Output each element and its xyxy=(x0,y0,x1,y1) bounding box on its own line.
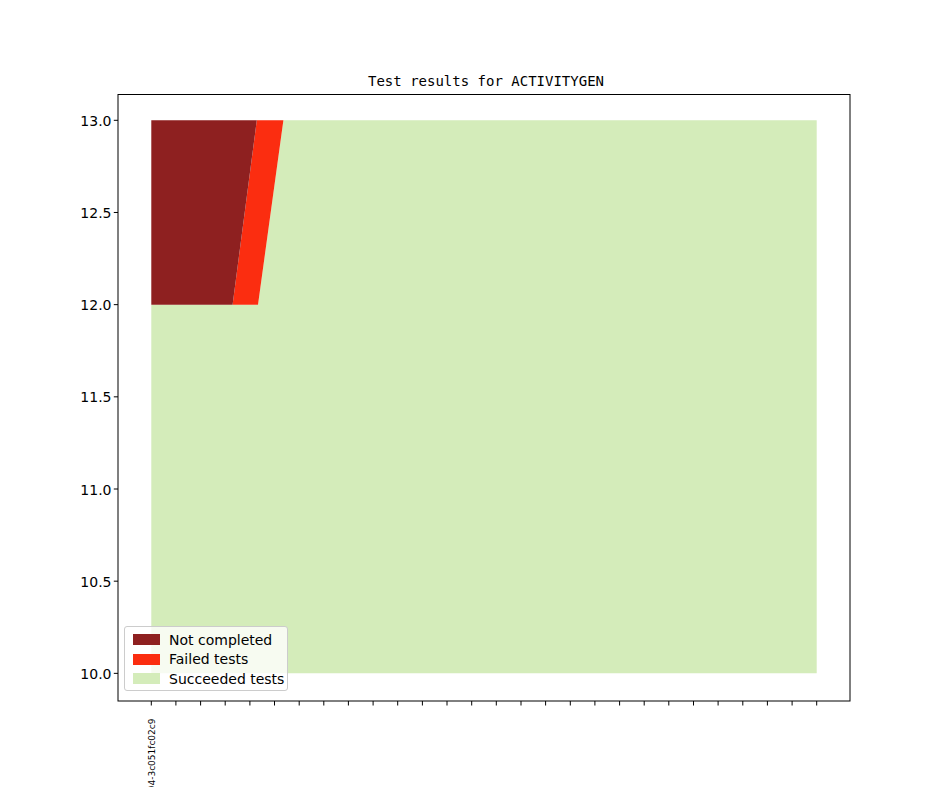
not-completed-swatch-icon xyxy=(133,634,160,645)
y-axis-tick-label: 10.5 xyxy=(80,574,111,590)
legend-label: Not completed xyxy=(169,632,272,648)
legend-item-succeeded-tests: Succeeded tests xyxy=(133,669,279,689)
failed-tests-swatch-icon xyxy=(133,654,160,665)
y-axis-tick-label: 13.0 xyxy=(80,113,111,129)
y-axis-tick-label: 12.5 xyxy=(80,205,111,221)
y-axis-tick-label: 12.0 xyxy=(80,297,111,313)
legend: Not completed Failed tests Succeeded tes… xyxy=(124,626,288,691)
legend-label: Failed tests xyxy=(169,651,248,667)
succeeded-tests-swatch-icon xyxy=(133,673,160,684)
y-axis-tick-label: 10.0 xyxy=(80,666,111,682)
y-axis-tick-label: 11.0 xyxy=(80,482,111,498)
legend-item-failed-tests: Failed tests xyxy=(133,650,279,670)
y-axis-tick-label: 11.5 xyxy=(80,389,111,405)
figure-canvas: Test results for ACTIVITYGEN 10.010.511.… xyxy=(0,0,944,787)
legend-label: Succeeded tests xyxy=(169,671,284,687)
x-axis-tick-label: 94-3c051fc02c9 xyxy=(147,718,157,787)
legend-item-not-completed: Not completed xyxy=(133,630,279,650)
